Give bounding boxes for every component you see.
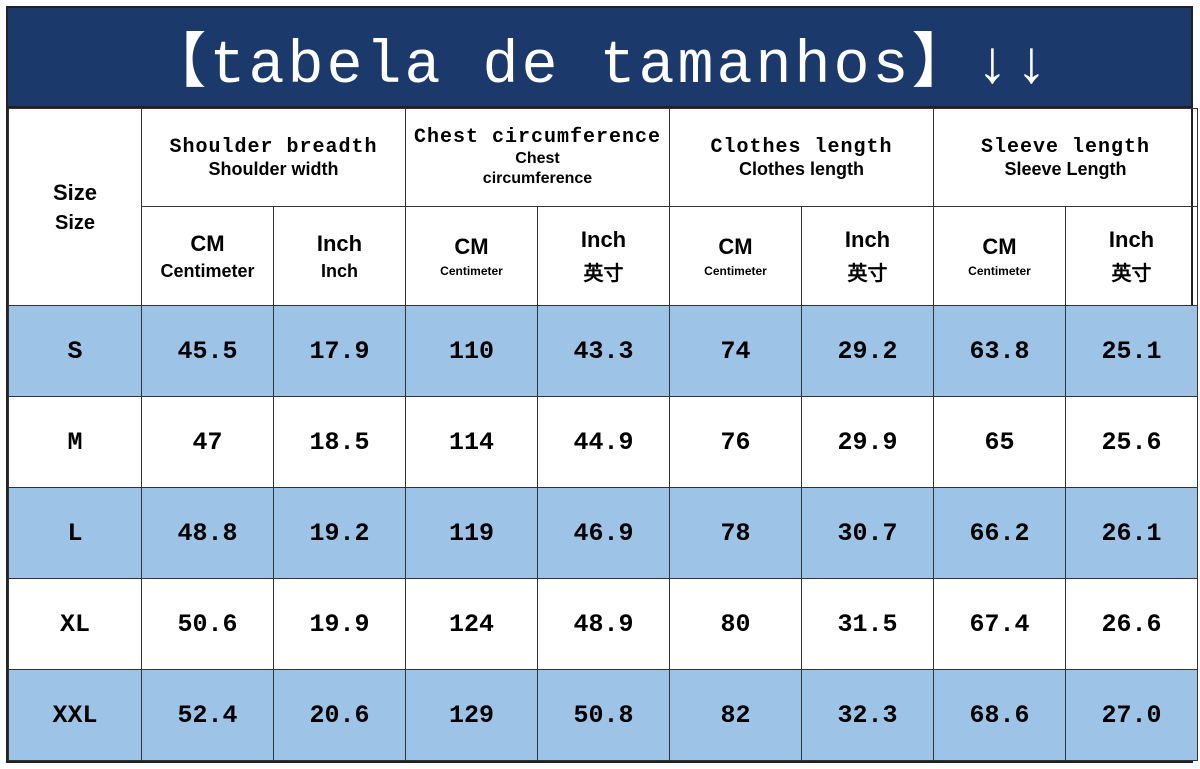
group-header-line2: Shoulder width	[208, 158, 339, 179]
value-cell: 68.6	[933, 669, 1067, 761]
unit-line2: Centimeter	[968, 264, 1031, 278]
unit-header: CM Centimeter	[669, 206, 803, 306]
unit-line1: CM	[454, 234, 489, 259]
size-cell: M	[8, 396, 142, 488]
size-header-line2: Size	[54, 211, 96, 234]
value-cell: 19.9	[273, 578, 406, 670]
value-cell: 20.6	[273, 669, 406, 761]
value-cell: 114	[405, 396, 538, 488]
value-cell: 43.3	[536, 305, 671, 397]
value-cell: 18.5	[273, 396, 406, 488]
unit-header: CM Centimeter	[933, 206, 1067, 306]
title-banner: 【tabela de tamanhos】↓↓	[8, 8, 1191, 108]
unit-header: CM Centimeter	[405, 206, 538, 306]
size-cell: XL	[8, 578, 142, 670]
unit-header: Inch 英寸	[1065, 206, 1199, 306]
table-row: L 48.8 19.2 119 46.9 78 30.7 66.2 26.1	[8, 487, 1199, 579]
value-cell: 26.1	[1065, 487, 1199, 579]
value-cell: 25.6	[1065, 396, 1199, 488]
value-cell: 50.6	[141, 578, 274, 670]
unit-line1: CM	[718, 234, 753, 259]
value-cell: 63.8	[933, 305, 1067, 397]
unit-header: Inch 英寸	[536, 206, 671, 306]
value-cell: 67.4	[933, 578, 1067, 670]
unit-line1: CM	[190, 230, 225, 256]
value-cell: 76	[669, 396, 803, 488]
table-row: S 45.5 17.9 110 43.3 74 29.2 63.8 25.1	[8, 305, 1199, 397]
value-cell: 27.0	[1065, 669, 1199, 761]
size-table: Size Size Shoulder breadth Shoulder widt…	[8, 108, 1199, 761]
unit-line1: Inch	[844, 226, 891, 252]
size-cell: L	[8, 487, 142, 579]
unit-line2: 英寸	[583, 260, 624, 285]
value-cell: 30.7	[801, 487, 935, 579]
unit-line2: Centimeter	[704, 264, 767, 278]
value-cell: 48.9	[536, 578, 671, 670]
size-header-line1: Size	[52, 179, 98, 205]
value-cell: 124	[405, 578, 538, 670]
group-header-line1: Clothes length	[710, 135, 893, 159]
value-cell: 78	[669, 487, 803, 579]
value-cell: 119	[405, 487, 538, 579]
unit-line2: 英寸	[847, 260, 888, 285]
table-row: XXL 52.4 20.6 129 50.8 82 32.3 68.6 27.0	[8, 669, 1199, 761]
group-header-line2: Clothes length	[739, 158, 865, 179]
table-row: XL 50.6 19.9 124 48.9 80 31.5 67.4 26.6	[8, 578, 1199, 670]
value-cell: 26.6	[1065, 578, 1199, 670]
unit-line2: Inch	[320, 260, 358, 281]
group-header-line2: Sleeve Length	[1004, 158, 1127, 179]
unit-header: Inch 英寸	[801, 206, 935, 306]
value-cell: 44.9	[536, 396, 671, 488]
unit-line2: 英寸	[1111, 260, 1152, 285]
value-cell: 74	[669, 305, 803, 397]
unit-line2: Centimeter	[440, 264, 503, 278]
value-cell: 45.5	[141, 305, 274, 397]
value-cell: 32.3	[801, 669, 935, 761]
group-header-line2: Chest circumference	[482, 150, 593, 187]
group-header-line1: Chest circumference	[413, 126, 662, 149]
value-cell: 17.9	[273, 305, 406, 397]
value-cell: 50.8	[536, 669, 671, 761]
size-cell: XXL	[8, 669, 142, 761]
unit-line2: Centimeter	[160, 260, 255, 281]
value-cell: 29.9	[801, 396, 935, 488]
value-cell: 82	[669, 669, 803, 761]
value-cell: 110	[405, 305, 538, 397]
value-cell: 31.5	[801, 578, 935, 670]
size-cell: S	[8, 305, 142, 397]
value-cell: 65	[933, 396, 1067, 488]
size-column-header: Size Size	[8, 108, 142, 306]
unit-line1: Inch	[580, 226, 627, 252]
unit-header: CM Centimeter	[141, 206, 274, 306]
value-cell: 47	[141, 396, 274, 488]
chart-title: 【tabela de tamanhos】↓↓	[146, 33, 1053, 101]
group-header-line1: Shoulder breadth	[169, 135, 378, 159]
value-cell: 80	[669, 578, 803, 670]
value-cell: 29.2	[801, 305, 935, 397]
sleeve-length-group-header: Sleeve length Sleeve Length	[933, 108, 1199, 207]
clothes-length-group-header: Clothes length Clothes length	[669, 108, 935, 207]
unit-line1: Inch	[316, 230, 363, 256]
value-cell: 66.2	[933, 487, 1067, 579]
value-cell: 46.9	[536, 487, 671, 579]
shoulder-group-header: Shoulder breadth Shoulder width	[141, 108, 406, 207]
value-cell: 52.4	[141, 669, 274, 761]
unit-header: Inch Inch	[273, 206, 406, 306]
chest-group-header: Chest circumference Chest circumference	[404, 108, 671, 207]
value-cell: 48.8	[141, 487, 274, 579]
value-cell: 19.2	[273, 487, 406, 579]
table-row: M 47 18.5 114 44.9 76 29.9 65 25.6	[8, 396, 1199, 488]
unit-line1: CM	[982, 234, 1017, 259]
group-header-line1: Sleeve length	[981, 135, 1151, 159]
unit-line1: Inch	[1108, 226, 1155, 252]
size-chart: 【tabela de tamanhos】↓↓ Size Size Shoulde…	[6, 6, 1199, 763]
value-cell: 25.1	[1065, 305, 1199, 397]
value-cell: 129	[405, 669, 538, 761]
